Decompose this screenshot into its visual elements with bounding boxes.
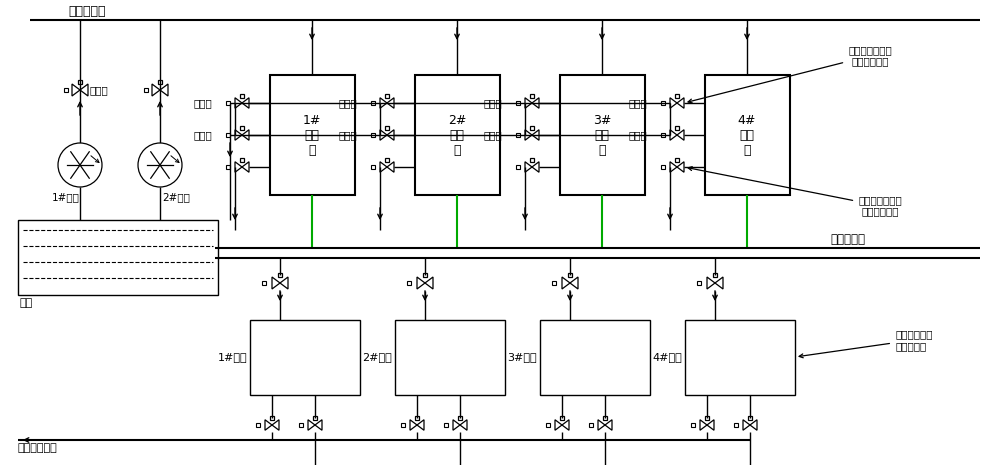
- Text: 进水口: 进水口: [193, 98, 212, 108]
- Bar: [240, 126, 244, 130]
- Text: 出水口: 出水口: [193, 130, 212, 140]
- Bar: [144, 88, 148, 92]
- Bar: [226, 165, 230, 169]
- Bar: [78, 80, 82, 84]
- Bar: [675, 126, 679, 130]
- Bar: [240, 158, 244, 162]
- Bar: [734, 423, 738, 427]
- Bar: [530, 126, 534, 130]
- Bar: [385, 126, 389, 130]
- Bar: [697, 281, 701, 285]
- Bar: [270, 416, 274, 420]
- Bar: [516, 133, 520, 137]
- Bar: [423, 273, 427, 277]
- Bar: [278, 273, 282, 277]
- Bar: [560, 75, 645, 195]
- Text: 2#水泵: 2#水泵: [162, 192, 190, 202]
- Bar: [371, 165, 375, 169]
- Bar: [226, 101, 230, 105]
- Text: 3#风包: 3#风包: [507, 352, 537, 362]
- Bar: [516, 165, 520, 169]
- Bar: [415, 416, 419, 420]
- Bar: [407, 281, 411, 285]
- Bar: [444, 423, 448, 427]
- Bar: [540, 320, 650, 395]
- Bar: [395, 320, 505, 395]
- Bar: [299, 423, 303, 427]
- Text: 进水口: 进水口: [338, 98, 357, 108]
- Bar: [64, 88, 68, 92]
- Bar: [18, 220, 218, 295]
- Text: 1#水泵: 1#水泵: [52, 192, 80, 202]
- Text: 水池: 水池: [20, 298, 33, 308]
- Text: 主排气管道: 主排气管道: [830, 233, 865, 246]
- Text: 电磁阀: 电磁阀: [90, 85, 109, 95]
- Bar: [560, 416, 564, 420]
- Bar: [589, 423, 593, 427]
- Bar: [313, 416, 317, 420]
- Bar: [385, 94, 389, 98]
- Bar: [270, 75, 355, 195]
- Text: 出水口: 出水口: [628, 130, 647, 140]
- Text: 进水口: 进水口: [628, 98, 647, 108]
- Bar: [713, 273, 717, 277]
- Bar: [705, 75, 790, 195]
- Text: 2#
空压
机: 2# 空压 机: [448, 113, 466, 157]
- Bar: [226, 133, 230, 137]
- Bar: [516, 101, 520, 105]
- Bar: [661, 101, 665, 105]
- Bar: [256, 423, 260, 427]
- Text: 1#风包: 1#风包: [217, 352, 247, 362]
- Text: 测量压风机进水
口压力、温度: 测量压风机进水 口压力、温度: [688, 45, 892, 103]
- Bar: [675, 158, 679, 162]
- Bar: [262, 281, 266, 285]
- Bar: [371, 101, 375, 105]
- Text: 井下风动设备: 井下风动设备: [18, 443, 58, 453]
- Bar: [371, 133, 375, 137]
- Bar: [552, 281, 556, 285]
- Text: 进水口: 进水口: [483, 98, 502, 108]
- Bar: [401, 423, 405, 427]
- Bar: [685, 320, 795, 395]
- Text: 出水口: 出水口: [483, 130, 502, 140]
- Bar: [240, 94, 244, 98]
- Bar: [415, 75, 500, 195]
- Bar: [661, 165, 665, 169]
- Bar: [458, 416, 462, 420]
- Text: 出水口: 出水口: [338, 130, 357, 140]
- Text: 4#风包: 4#风包: [652, 352, 682, 362]
- Circle shape: [58, 143, 102, 187]
- Text: 4#
空压
机: 4# 空压 机: [738, 113, 756, 157]
- Text: 冷却水通道: 冷却水通道: [68, 5, 106, 18]
- Text: 2#风包: 2#风包: [362, 352, 392, 362]
- Bar: [568, 273, 572, 277]
- Bar: [748, 416, 752, 420]
- Text: 1#
空压
机: 1# 空压 机: [303, 113, 321, 157]
- Bar: [705, 416, 709, 420]
- Bar: [603, 416, 607, 420]
- Text: 测量压风机出水
口压力、温度: 测量压风机出水 口压力、温度: [688, 166, 902, 217]
- Bar: [546, 423, 550, 427]
- Bar: [385, 158, 389, 162]
- Bar: [530, 158, 534, 162]
- Text: 3#
空压
机: 3# 空压 机: [593, 113, 611, 157]
- Bar: [158, 80, 162, 84]
- Text: 测量风包内的
压力、温度: 测量风包内的 压力、温度: [799, 329, 932, 358]
- Bar: [530, 94, 534, 98]
- Bar: [691, 423, 695, 427]
- Circle shape: [138, 143, 182, 187]
- Bar: [661, 133, 665, 137]
- Bar: [250, 320, 360, 395]
- Bar: [675, 94, 679, 98]
